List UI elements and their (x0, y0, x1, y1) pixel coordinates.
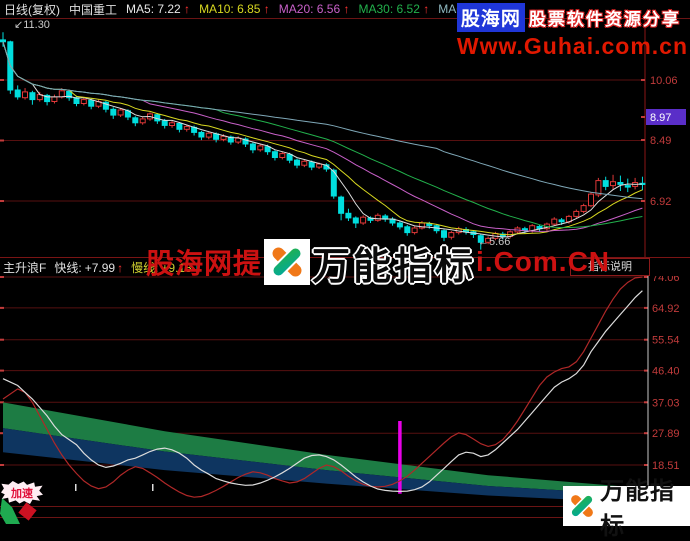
accelerate-signal-badge: 加速 (1, 481, 43, 504)
svg-text:46.40: 46.40 (652, 366, 680, 378)
svg-text:8.49: 8.49 (650, 135, 671, 147)
ma2-readout: MA20: 6.56 ↑ (278, 2, 350, 16)
slow-line-label: 慢线: (131, 261, 159, 275)
svg-text:10.06: 10.06 (650, 75, 678, 87)
slow-down-arrow-icon: ↓ (193, 260, 200, 275)
svg-text:←5.66: ←5.66 (478, 236, 510, 248)
window-bottom-border (0, 517, 690, 518)
watermark-prefix-text: 股海网提 (146, 248, 263, 279)
fast-line-value: +7.99 (84, 260, 116, 275)
indicator-header: 主升浪F 快线: +7.99 ↑ 慢线: +9.18 ↓ (0, 257, 690, 277)
ma0-readout: MA5: 7.22 ↑ (126, 2, 191, 16)
panel-bottom-border (0, 506, 690, 507)
corner-brand-text: 万能指标 (600, 478, 676, 540)
svg-text:55.54: 55.54 (652, 335, 680, 347)
brand-x-icon (264, 239, 311, 285)
site-tagline: 股票软件资源分享 (528, 10, 681, 29)
ma3-readout: MA30: 6.52 ↑ (358, 2, 430, 16)
watermark-url-text: i.Com.CN (476, 246, 611, 277)
indicator-chart[interactable]: 74.06 64.92 55.54 46.40 37.03 27.89 18.51 (0, 272, 690, 508)
site-logo: 股海网 (456, 3, 525, 32)
svg-text:6.92: 6.92 (650, 196, 671, 208)
top-bar-divider (0, 18, 690, 19)
svg-text:74.06: 74.06 (652, 276, 680, 284)
indicator-help-button[interactable]: 指标说明 (570, 258, 650, 276)
svg-text:27.89: 27.89 (652, 428, 680, 440)
site-watermark: 股海网 股票软件资源分享 Www.Guhai.com.cn (456, 3, 688, 60)
svg-text:37.03: 37.03 (652, 397, 680, 409)
svg-text:64.92: 64.92 (652, 303, 680, 315)
svg-text:18.51: 18.51 (652, 460, 680, 472)
stock-name: 中国重工 (69, 2, 118, 17)
corner-brand-logo: 万能指标 (563, 478, 690, 540)
indicator-name: 主升浪F (3, 261, 47, 275)
period-label[interactable]: 日线(复权) (4, 2, 60, 17)
slow-line-value: +9.18 (161, 260, 192, 275)
svg-text:8.97: 8.97 (650, 112, 671, 124)
site-url: Www.Guhai.com.cn (456, 33, 688, 59)
fast-line-label: 快线: (54, 261, 82, 275)
center-watermark: 股海网提 万能指标 i.Com.CN (146, 238, 611, 288)
svg-text:↙11.30: ↙11.30 (14, 19, 50, 31)
watermark-brand-text: 万能指标 (312, 245, 477, 288)
fast-up-arrow-icon: ↑ (117, 260, 124, 275)
brand-x-icon (570, 494, 594, 518)
candlestick-chart[interactable]: 10.06 8.97 8.49 6.92 ↙11.30 ←5.66 (0, 19, 690, 258)
ma1-readout: MA10: 6.85 ↑ (199, 2, 270, 16)
